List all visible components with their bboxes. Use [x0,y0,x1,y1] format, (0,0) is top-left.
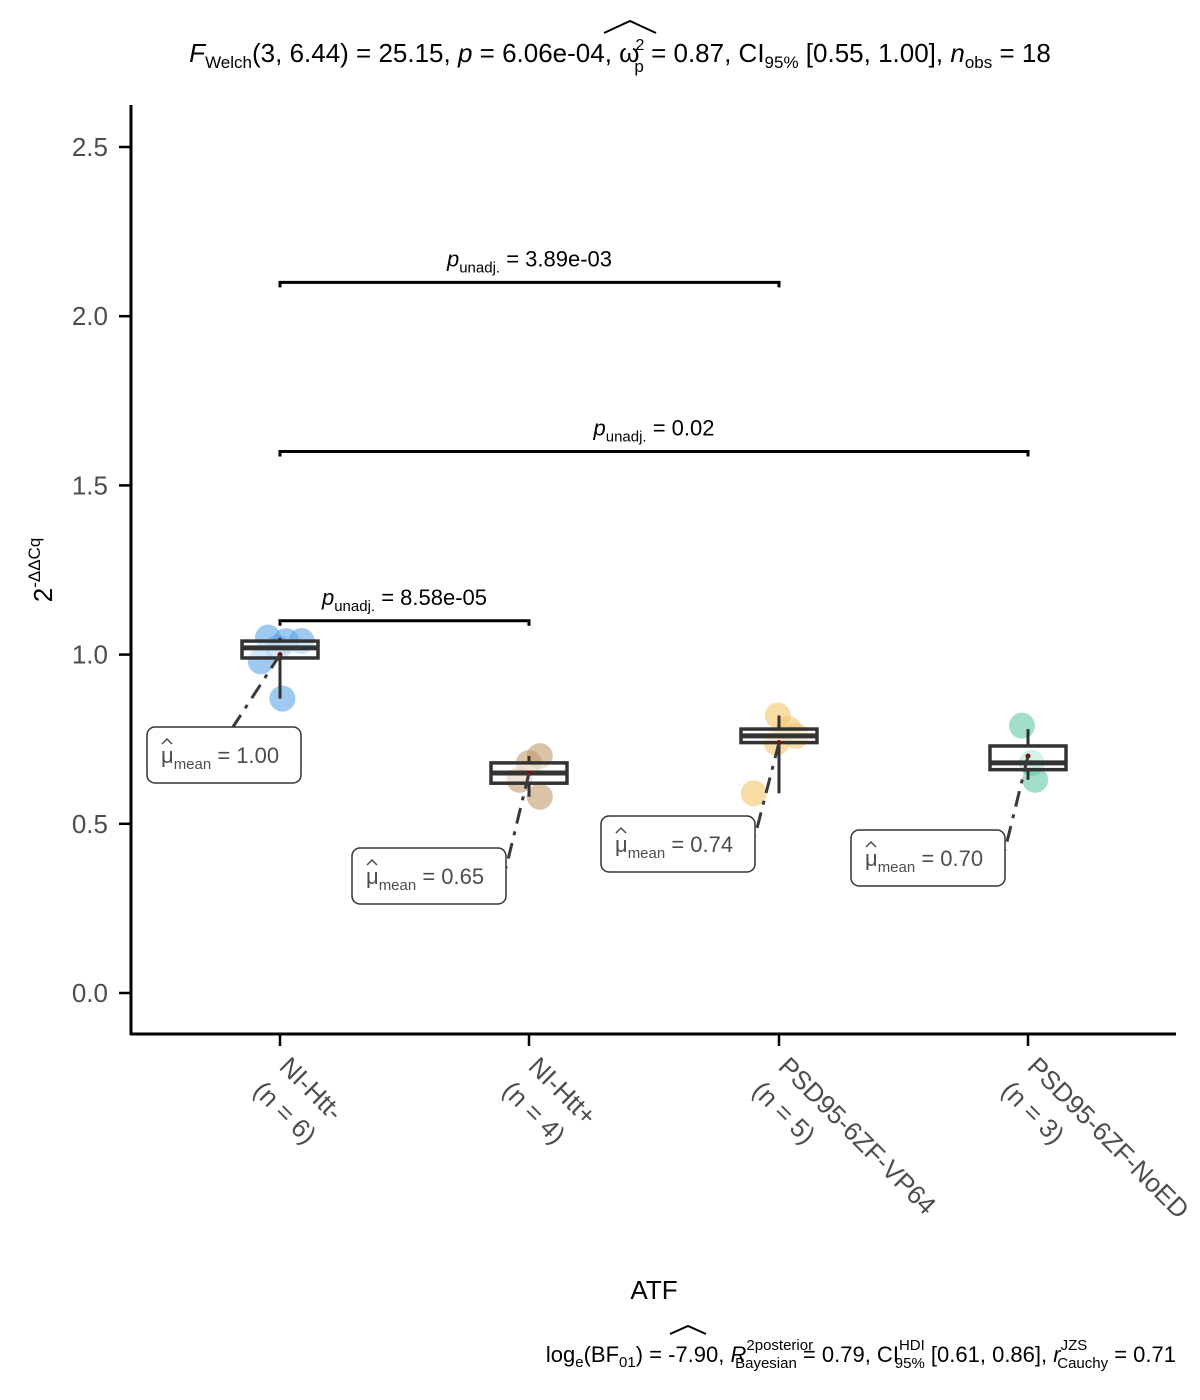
mean-label-hat [161,737,173,745]
mean-label: μmean = 0.65 [366,864,484,894]
mean-label-hat [865,840,877,848]
caption-rc-val: = 0.71 [1108,1342,1176,1367]
y-tick-label: 2.0 [72,301,108,331]
y-tick-label: 0.0 [72,978,108,1008]
mean-label-hat [366,858,378,866]
caption-rc-sub: Cauchy [1057,1355,1108,1372]
comparison-label: punadj. = 3.89e-03 [446,246,612,276]
title-omega-val: = 0.87, CI [644,38,765,68]
comparison-bracket [278,450,1030,457]
title-p: p [457,38,472,68]
caption-ci-sub: 95% [895,1355,925,1372]
mean-label-box [850,829,1006,887]
title-omega-sup: 2 [635,37,644,54]
mean-label-leader [504,772,531,869]
title-f-sub: Welch [205,53,252,72]
mean-label-leader [753,742,781,837]
title-ci-val: [0.55, 1.00], [799,38,951,68]
caption-rc: r [1053,1342,1062,1367]
caption-bf: (BF [584,1342,619,1367]
title-p-val: = 6.06e-04, [472,38,619,68]
data-point [269,685,296,712]
comparison-label: punadj. = 8.58e-05 [321,585,487,615]
title-f: F [189,38,207,68]
mean-label-box [600,815,756,873]
title-ci-sub: 95% [765,53,799,72]
caption-log-sub: e [575,1354,583,1371]
y-axis-label: 2-ΔΔCq [25,538,58,603]
mean-label-leader [231,653,282,728]
data-point [740,780,767,807]
mean-label: μmean = 1.00 [161,743,279,773]
y-tick-label: 0.5 [72,809,108,839]
data-point [526,783,553,810]
title-n-val: = 18 [992,38,1051,68]
caption-rc-sup: JZS [1061,1337,1088,1354]
mean-label: μmean = 0.70 [865,846,983,876]
caption-r: R [731,1342,747,1367]
caption-bf-sub: 01 [619,1354,636,1371]
comparison-bracket [278,280,781,288]
comparison-label: punadj. = 0.02 [592,416,714,446]
y-tick-label: 1.5 [72,470,108,500]
x-axis-label: ATF [630,1275,677,1305]
title-omega-hat [603,19,657,34]
mean-label: μmean = 0.74 [615,832,733,862]
title-omega-sub: p [634,57,643,76]
y-tick-label: 1.0 [72,640,108,670]
title-n: n [950,38,964,68]
comparison-bracket [278,619,531,626]
caption-r-hat [669,1324,707,1335]
data-point [1009,712,1035,739]
caption-r-sub: Bayesian [735,1355,797,1372]
caption-r-val: = 0.79, CI [797,1342,899,1367]
caption-log: log [546,1342,575,1367]
chart-caption: loge(BF01) = -7.90, R2posterior Bayesian … [546,1337,1176,1372]
mean-label-hat [615,826,627,834]
caption-r-sup: 2 [746,1337,754,1354]
title-n-sub: obs [965,53,992,72]
caption-bf-val: ) = -7.90, [636,1342,731,1367]
y-axis-label-sup: -ΔΔCq [25,538,44,588]
y-axis-label-base: 2 [28,588,58,602]
caption-ci-val: [0.61, 0.86], [925,1342,1053,1367]
title-df: (3, 6.44) = 25.15, [252,38,458,68]
caption-ci-sup: HDI [899,1337,925,1354]
mean-label-leader [1003,755,1030,851]
mean-label-box [351,847,507,905]
title-omega: ω [619,38,639,68]
mean-label-box [146,726,302,784]
chart-title: FWelch(3, 6.44) = 25.15, p = 6.06e-04, ω… [189,37,1051,76]
caption-r-sup2: posterior [755,1337,813,1354]
y-tick-label: 2.5 [72,132,108,162]
